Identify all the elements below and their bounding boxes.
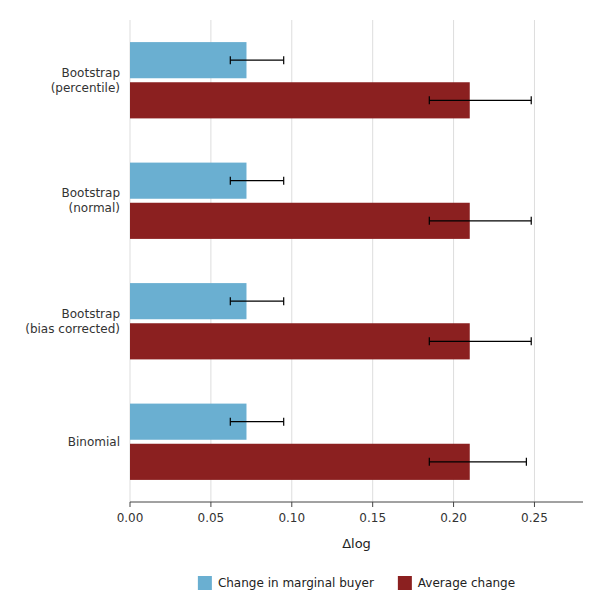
error-cap bbox=[429, 337, 430, 345]
error-cap bbox=[230, 56, 231, 64]
error-line bbox=[230, 421, 283, 422]
error-line bbox=[429, 341, 531, 342]
error-line bbox=[230, 180, 283, 181]
grid bbox=[130, 20, 534, 502]
x-tick-label: 0.10 bbox=[278, 511, 305, 525]
x-tick bbox=[291, 502, 292, 507]
x-tick-label: 0.25 bbox=[521, 511, 548, 525]
error-bar bbox=[230, 297, 283, 305]
x-tick bbox=[130, 502, 131, 507]
error-line bbox=[230, 301, 283, 302]
grid-line bbox=[534, 20, 535, 502]
bar bbox=[130, 283, 246, 319]
error-bar bbox=[429, 458, 526, 466]
error-cap bbox=[230, 418, 231, 426]
x-tick-label: 0.05 bbox=[198, 511, 225, 525]
legend-swatch bbox=[398, 576, 412, 590]
error-bar bbox=[429, 217, 531, 225]
y-tick-label-line: Bootstrap bbox=[62, 186, 120, 200]
error-cap bbox=[283, 297, 284, 305]
bar bbox=[130, 163, 246, 199]
error-cap bbox=[531, 217, 532, 225]
y-tick-label: Bootstrap(normal) bbox=[62, 186, 120, 215]
error-cap bbox=[531, 337, 532, 345]
error-cap bbox=[283, 177, 284, 185]
x-tick-label: 0.15 bbox=[359, 511, 386, 525]
y-tick-label-line: Bootstrap bbox=[62, 66, 120, 80]
error-cap bbox=[230, 177, 231, 185]
bar bbox=[130, 203, 470, 239]
bar bbox=[130, 42, 246, 78]
y-tick-label: Binomial bbox=[68, 435, 120, 449]
error-line bbox=[429, 461, 526, 462]
error-line bbox=[230, 60, 283, 61]
error-bar bbox=[230, 418, 283, 426]
error-cap bbox=[526, 458, 527, 466]
error-line bbox=[429, 220, 531, 221]
y-tick-label-line: Bootstrap bbox=[62, 307, 120, 321]
y-tick-label: Bootstrap(bias corrected) bbox=[25, 307, 120, 336]
chart: 0.000.050.100.150.200.25ΔlogBootstrap(pe… bbox=[0, 0, 607, 612]
error-bar bbox=[230, 177, 283, 185]
legend-label: Average change bbox=[418, 576, 515, 590]
y-axis: Bootstrap(percentile)Bootstrap(normal)Bo… bbox=[25, 66, 120, 449]
error-cap bbox=[531, 96, 532, 104]
error-cap bbox=[429, 458, 430, 466]
y-tick-label-line: Binomial bbox=[68, 435, 120, 449]
error-cap bbox=[429, 96, 430, 104]
y-tick-label-line: (bias corrected) bbox=[25, 322, 120, 336]
x-tick bbox=[453, 502, 454, 507]
y-tick-label-line: (percentile) bbox=[51, 81, 120, 95]
x-tick-label: 0.20 bbox=[440, 511, 467, 525]
error-bar bbox=[429, 96, 531, 104]
x-axis-label: Δlog bbox=[342, 536, 371, 551]
x-axis: 0.00 0.05 0.10 0.15 0.20 0.25 bbox=[117, 502, 583, 525]
x-tick bbox=[372, 502, 373, 507]
bar bbox=[130, 82, 470, 118]
bar bbox=[130, 444, 470, 480]
error-cap bbox=[283, 56, 284, 64]
error-cap bbox=[429, 217, 430, 225]
error-bar bbox=[429, 337, 531, 345]
x-axis-line bbox=[130, 502, 583, 503]
legend-swatch bbox=[198, 576, 212, 590]
error-bar bbox=[230, 56, 283, 64]
error-cap bbox=[230, 297, 231, 305]
bar bbox=[130, 404, 246, 440]
bars bbox=[130, 42, 531, 480]
legend: Change in marginal buyer Average change bbox=[198, 576, 515, 590]
x-tick bbox=[534, 502, 535, 507]
y-tick-label: Bootstrap(percentile) bbox=[51, 66, 120, 95]
x-tick bbox=[210, 502, 211, 507]
error-line bbox=[429, 100, 531, 101]
error-cap bbox=[283, 418, 284, 426]
legend-label: Change in marginal buyer bbox=[218, 576, 374, 590]
bar bbox=[130, 323, 470, 359]
y-tick-label-line: (normal) bbox=[69, 201, 120, 215]
x-tick-label: 0.00 bbox=[117, 511, 144, 525]
